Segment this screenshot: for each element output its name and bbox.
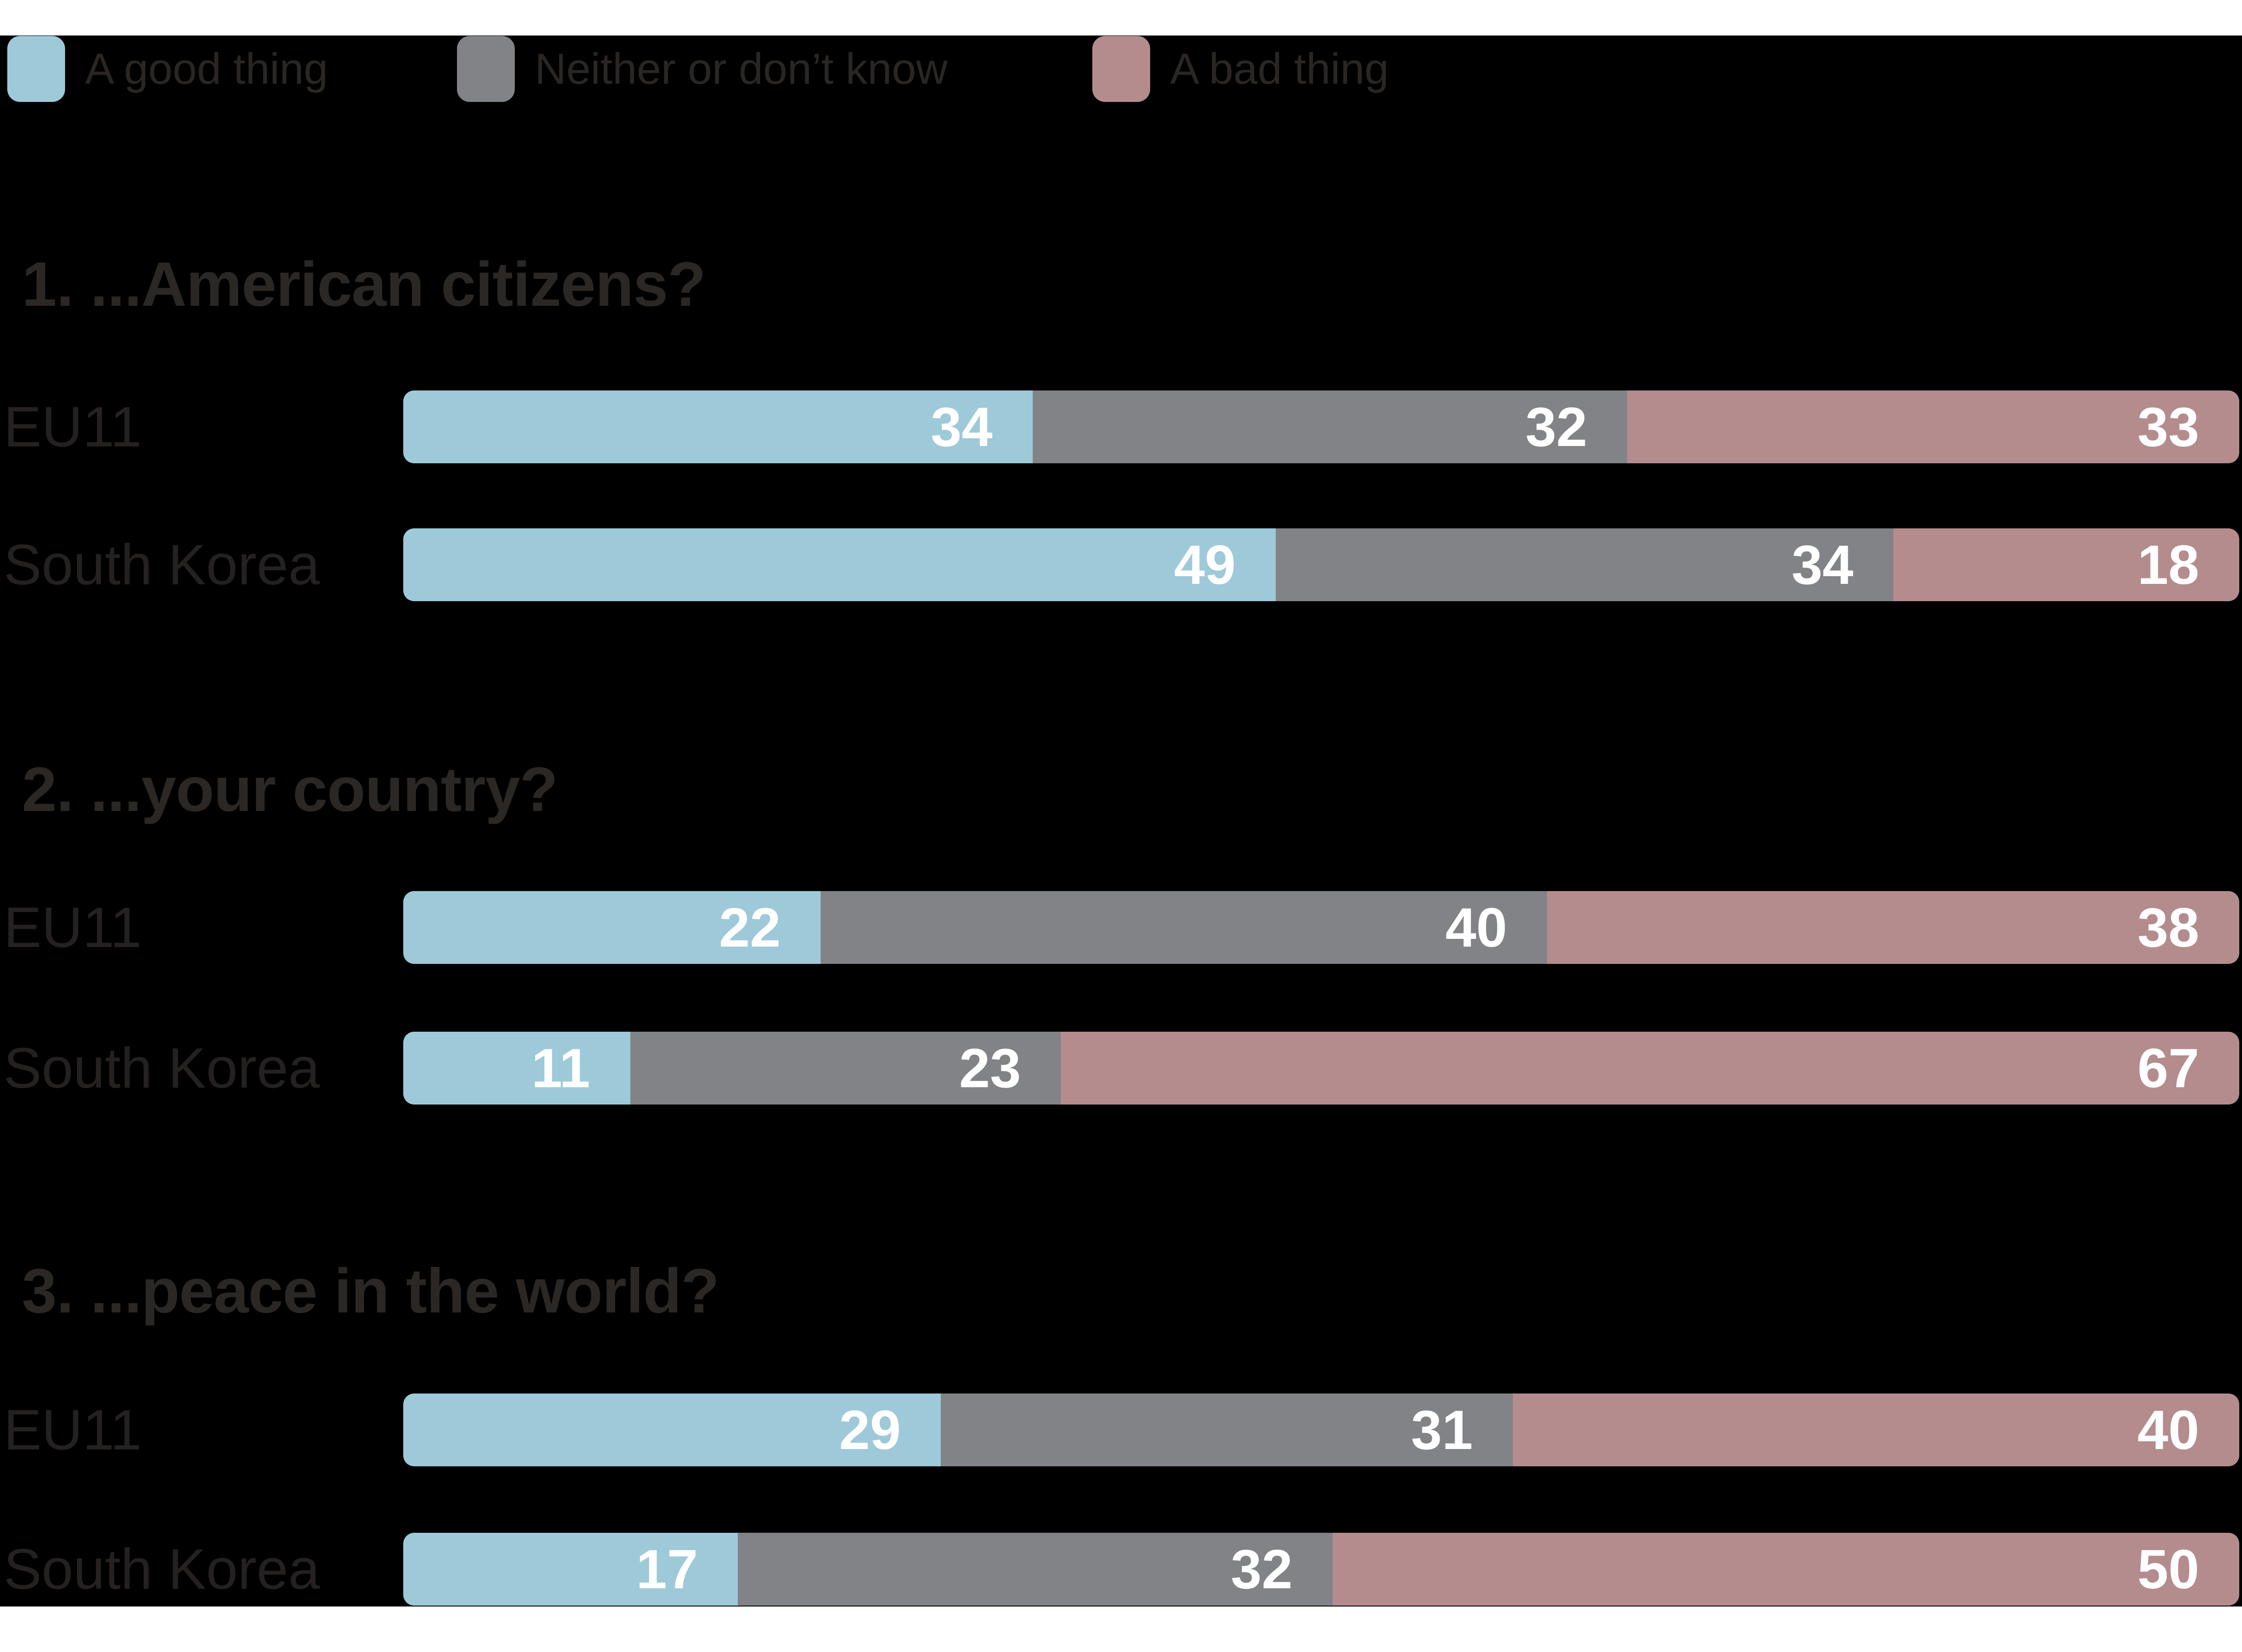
legend-item-neither: Neither or don’t know xyxy=(457,36,948,102)
legend-swatch-bad-icon xyxy=(1092,36,1150,102)
bar-segment-good: 34 xyxy=(403,390,1033,463)
bar-segment-neither: 32 xyxy=(1032,390,1628,463)
segment-value: 33 xyxy=(2137,396,2199,458)
legend-swatch-good-icon xyxy=(7,36,65,102)
legend-item-bad: A bad thing xyxy=(1092,36,1389,102)
bar-segment-bad: 40 xyxy=(1513,1394,2239,1466)
bar-row-q2-eu11: EU11 22 40 38 xyxy=(0,891,2242,964)
segment-value: 40 xyxy=(2137,1399,2199,1461)
segment-value: 49 xyxy=(1174,534,1236,596)
segment-value: 38 xyxy=(2137,897,2199,958)
segment-value: 34 xyxy=(1791,534,1854,596)
bar-segment-bad: 33 xyxy=(1627,390,2239,463)
legend-swatch-neither-icon xyxy=(457,36,515,102)
bar-segment-bad: 38 xyxy=(1547,891,2239,964)
bar-segment-bad: 18 xyxy=(1893,528,2239,601)
bar-segment-good: 11 xyxy=(403,1032,630,1105)
segment-value: 32 xyxy=(1231,1538,1293,1600)
segment-value: 11 xyxy=(531,1037,590,1099)
bar-row-q2-southkorea: South Korea 11 23 67 xyxy=(0,1032,2242,1105)
bar-segment-neither: 34 xyxy=(1276,528,1894,601)
row-label: South Korea xyxy=(4,1537,320,1601)
bar-segment-neither: 31 xyxy=(941,1394,1513,1466)
bar-segment-good: 17 xyxy=(403,1533,738,1606)
question-title-1: 1. ...American citizens? xyxy=(22,249,706,319)
segment-value: 22 xyxy=(719,897,781,958)
row-label: South Korea xyxy=(4,533,320,597)
bottom-margin-strip xyxy=(0,1606,2242,1652)
segment-value: 29 xyxy=(839,1399,901,1461)
bar-segment-good: 49 xyxy=(403,528,1276,601)
bar-segment-good: 29 xyxy=(403,1394,941,1466)
question-title-2: 2. ...your country? xyxy=(22,755,558,825)
question-title-3: 3. ...peace in the world? xyxy=(22,1256,720,1326)
segment-value: 50 xyxy=(2137,1538,2199,1600)
stacked-bar: 11 23 67 xyxy=(403,1032,2239,1105)
stacked-bar: 17 32 50 xyxy=(403,1533,2239,1606)
bar-segment-neither: 23 xyxy=(630,1032,1061,1105)
bar-segment-bad: 50 xyxy=(1332,1533,2239,1606)
stacked-bar: 49 34 18 xyxy=(403,528,2239,601)
stacked-bar: 22 40 38 xyxy=(403,891,2239,964)
legend-label-good: A good thing xyxy=(85,44,328,93)
legend-item-good: A good thing xyxy=(7,36,328,102)
segment-value: 17 xyxy=(636,1538,698,1600)
row-label: EU11 xyxy=(4,395,142,459)
row-label: South Korea xyxy=(4,1036,320,1100)
bar-segment-neither: 40 xyxy=(821,891,1547,964)
row-label: EU11 xyxy=(4,896,142,959)
segment-value: 40 xyxy=(1445,897,1507,958)
stacked-bar: 29 31 40 xyxy=(403,1394,2239,1466)
segment-value: 67 xyxy=(2137,1037,2199,1099)
segment-value: 32 xyxy=(1525,396,1588,458)
bar-segment-neither: 32 xyxy=(738,1533,1333,1606)
row-label: EU11 xyxy=(4,1398,142,1462)
segment-value: 31 xyxy=(1411,1399,1473,1461)
bar-row-q3-eu11: EU11 29 31 40 xyxy=(0,1394,2242,1466)
bar-segment-bad: 67 xyxy=(1061,1032,2239,1105)
stacked-bar: 34 32 33 xyxy=(403,390,2239,463)
bar-segment-good: 22 xyxy=(403,891,821,964)
segment-value: 18 xyxy=(2137,534,2199,596)
top-margin-strip xyxy=(0,0,2242,35)
bar-row-q1-southkorea: South Korea 49 34 18 xyxy=(0,528,2242,601)
segment-value: 34 xyxy=(931,396,993,458)
segment-value: 23 xyxy=(959,1037,1021,1099)
bar-row-q1-eu11: EU11 34 32 33 xyxy=(0,390,2242,463)
bar-row-q3-southkorea: South Korea 17 32 50 xyxy=(0,1533,2242,1606)
legend-label-neither: Neither or don’t know xyxy=(535,44,948,93)
legend-label-bad: A bad thing xyxy=(1170,44,1389,93)
